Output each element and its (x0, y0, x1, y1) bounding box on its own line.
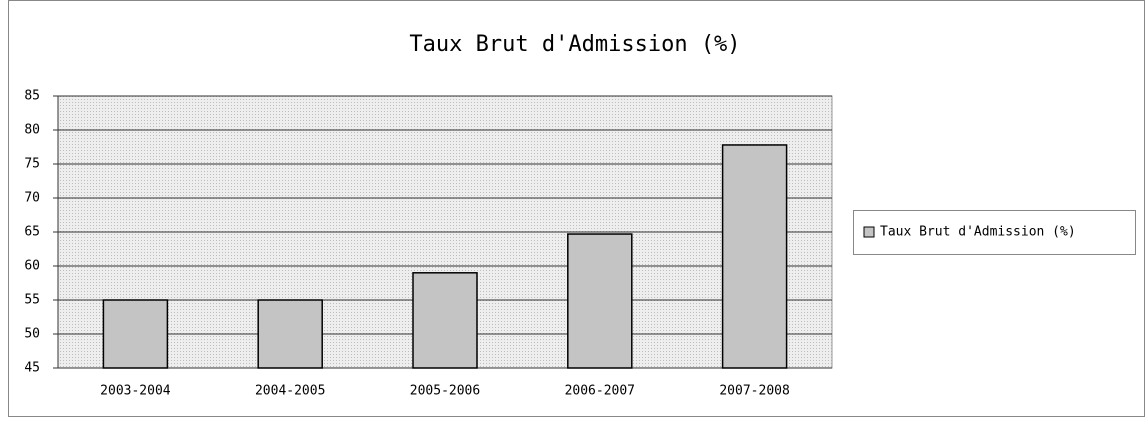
y-tick-label: 85 (24, 89, 40, 104)
legend-swatch (863, 226, 875, 238)
y-tick-label: 80 (24, 123, 40, 138)
bar (257, 299, 323, 369)
legend-box (853, 210, 1136, 255)
x-tick-label: 2003-2004 (100, 384, 171, 399)
x-tick-label: 2006-2007 (565, 384, 635, 399)
bar (721, 144, 788, 369)
y-tick-label: 45 (24, 361, 40, 376)
y-tick-label: 60 (24, 259, 40, 274)
y-tick-label: 75 (24, 157, 40, 172)
legend (853, 210, 1136, 255)
y-tick-label: 65 (24, 225, 40, 240)
y-tick-label: 50 (24, 327, 40, 342)
legend-label: Taux Brut d'Admission (%) (880, 225, 1076, 240)
x-tick-label: 2007-2008 (719, 384, 789, 399)
bar (412, 272, 478, 369)
x-tick-label: 2005-2006 (410, 384, 480, 399)
y-tick-label: 55 (24, 293, 40, 308)
bar (102, 299, 169, 369)
y-tick-label: 70 (24, 191, 40, 206)
x-tick-label: 2004-2005 (255, 384, 325, 399)
chart-title: Taux Brut d'Admission (%) (409, 32, 740, 57)
bar (567, 233, 633, 369)
